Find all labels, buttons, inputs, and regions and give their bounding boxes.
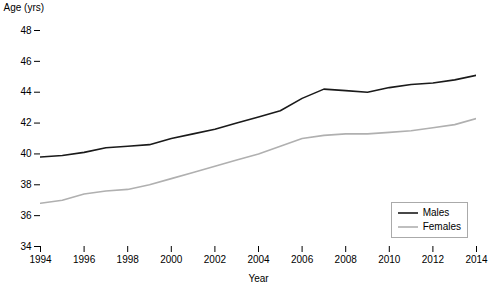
svg-text:2002: 2002 — [204, 254, 227, 265]
svg-text:Age (yrs): Age (yrs) — [4, 2, 45, 13]
html-text:Females: Females — [422, 221, 461, 232]
svg-text:34: 34 — [20, 241, 32, 252]
svg-text:2010: 2010 — [378, 254, 401, 265]
svg-text:2000: 2000 — [160, 254, 183, 265]
svg-text:2012: 2012 — [422, 254, 445, 265]
svg-text:40: 40 — [20, 148, 32, 159]
svg-text:2008: 2008 — [335, 254, 358, 265]
html-text:Males: Males — [422, 207, 450, 218]
svg-text:38: 38 — [20, 179, 32, 190]
svg-text:1998: 1998 — [117, 254, 140, 265]
svg-text:46: 46 — [20, 56, 32, 67]
svg-text:44: 44 — [20, 86, 32, 97]
svg-text:36: 36 — [20, 210, 32, 221]
svg-text:1996: 1996 — [73, 254, 96, 265]
svg-text:48: 48 — [20, 25, 32, 36]
svg-text:2006: 2006 — [291, 254, 314, 265]
svg-text:1994: 1994 — [29, 254, 52, 265]
svg-text:2014: 2014 — [465, 254, 488, 265]
svg-text:2004: 2004 — [247, 254, 270, 265]
svg-text:Year: Year — [248, 273, 269, 284]
svg-text:42: 42 — [20, 117, 32, 128]
